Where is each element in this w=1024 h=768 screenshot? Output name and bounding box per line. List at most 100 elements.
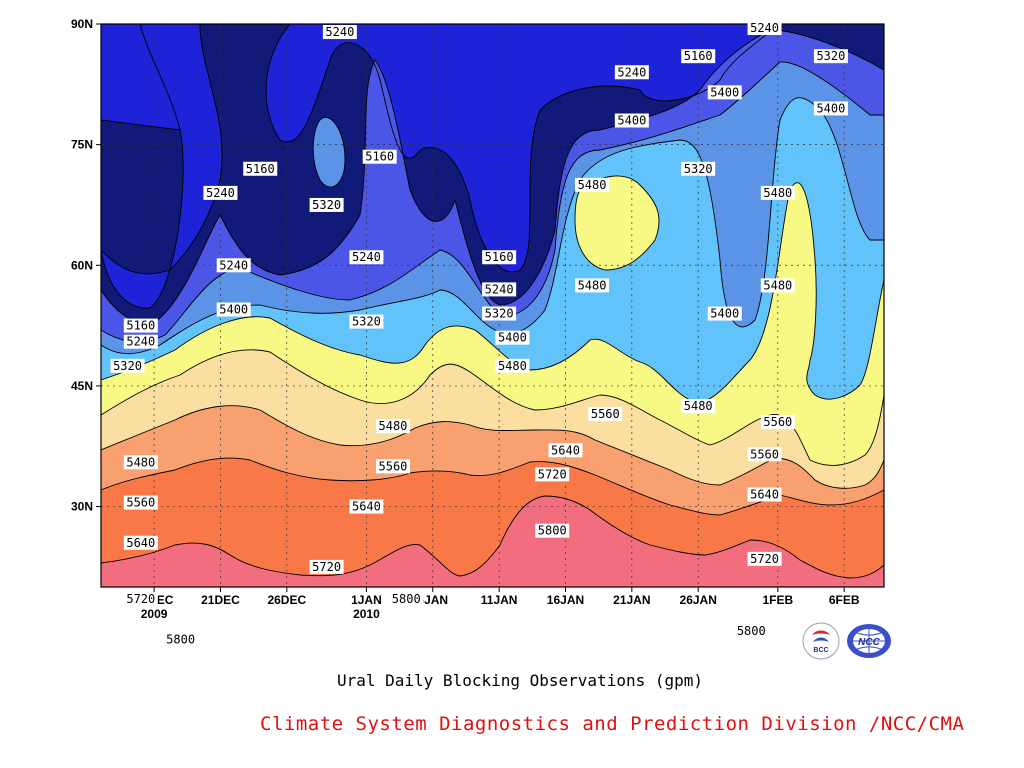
contour-label: 5480 (375, 419, 410, 434)
contour-label-bg (322, 25, 357, 40)
contour-label-text: 5720 (538, 467, 567, 481)
x-tick-label: 21DEC (201, 593, 240, 607)
contour-label-text: 5160 (365, 150, 394, 164)
contour-label-bg (123, 455, 158, 470)
contour-label-text: 5720 (750, 552, 779, 566)
chart-title: Ural Daily Blocking Observations (gpm) (336, 671, 704, 690)
contour-label-text: 5400 (498, 331, 527, 345)
contour-label: 5160 (482, 250, 517, 265)
contour-line (101, 349, 884, 587)
contour-label-text: 5640 (352, 500, 381, 514)
contour-label-bg (123, 592, 158, 607)
contour-label: 5320 (110, 358, 145, 373)
contour-label-bg (243, 161, 278, 176)
contour-label-bg (707, 306, 742, 321)
contour-label-text: 5160 (246, 162, 275, 176)
contour-label-text: 5320 (816, 49, 845, 63)
ncc-logo-mark: NCC (858, 637, 880, 648)
contour-label: 5720 (535, 467, 570, 482)
contour-label: 5240 (123, 334, 158, 349)
contour-label: 5640 (747, 487, 782, 502)
x-tick-label: 11JAN (481, 593, 518, 607)
contour-label-text: 5400 (816, 101, 845, 115)
x-tick-label: 1JAN (351, 593, 382, 607)
contour-line (101, 405, 884, 587)
contour-label-bg (734, 624, 769, 639)
contour-label-text: 5800 (166, 632, 195, 646)
contour-label-bg (760, 185, 795, 200)
contour-label-bg (349, 250, 384, 265)
contour-label: 5320 (349, 314, 384, 329)
contour-label: 5400 (495, 330, 530, 345)
contour-line (101, 495, 884, 587)
contour-label: 5320 (309, 197, 344, 212)
contour-label-text: 5800 (392, 592, 421, 606)
contour-label: 5400 (614, 113, 649, 128)
contour-label: 5560 (375, 459, 410, 474)
contour-label: 5240 (322, 25, 357, 40)
contour-label-text: 5400 (710, 85, 739, 99)
contour-label-text: 5240 (617, 65, 646, 79)
contour-label-bg (375, 459, 410, 474)
x-tick-label: 1FEB (762, 593, 793, 607)
contour-label-text: 5320 (485, 307, 514, 321)
contour-label: 5480 (575, 177, 610, 192)
contour-label-text: 5800 (737, 624, 766, 638)
contour-label-bg (614, 65, 649, 80)
contour-label-bg (349, 314, 384, 329)
contour-label: 5720 (123, 592, 158, 607)
contour-label-bg (575, 177, 610, 192)
contour-label-text: 5320 (312, 198, 341, 212)
contour-label-bg (123, 535, 158, 550)
bcc-logo-mark: BCC (813, 647, 828, 654)
contour-label-bg (681, 49, 716, 64)
y-axis: 90N 75N 60N 45N 30N (71, 17, 101, 514)
contour-label: 5800 (734, 624, 769, 639)
contour-label: 5480 (123, 455, 158, 470)
contour-label-text: 5160 (684, 49, 713, 63)
contour-label-text: 5400 (710, 307, 739, 321)
x-tick-label: 6JAN (417, 593, 448, 607)
contour-label-text: 5480 (763, 186, 792, 200)
contour-label: 5400 (813, 101, 848, 116)
contour-label-text: 5240 (206, 186, 235, 200)
contour-label-text: 5480 (763, 278, 792, 292)
contour-label: 5320 (681, 161, 716, 176)
contour-label-bg (813, 49, 848, 64)
contour-label-bg (707, 85, 742, 100)
contour-label: 5240 (349, 250, 384, 265)
contour-label-bg (309, 559, 344, 574)
contour-label: 5240 (216, 258, 251, 273)
contour-label-bg (349, 499, 384, 514)
contour-label-bg (548, 443, 583, 458)
contour-label: 5400 (707, 306, 742, 321)
contour-label-text: 5160 (485, 250, 514, 264)
contour-line (101, 24, 884, 309)
contour-label-bg (482, 250, 517, 265)
contour-label-text: 5320 (684, 162, 713, 176)
contour-label-bg (588, 407, 623, 422)
contour-label: 5800 (389, 592, 424, 607)
contour-label-bg (575, 278, 610, 293)
contour-label-bg (681, 161, 716, 176)
contour-label-bg (163, 632, 198, 647)
credit-line: Climate System Diagnostics and Predictio… (260, 713, 965, 735)
contour-label-bg (614, 113, 649, 128)
contour-label: 5560 (123, 495, 158, 510)
contour-label-text: 5240 (219, 258, 248, 272)
contour-label-text: 5480 (498, 359, 527, 373)
plot-frame (100, 23, 885, 588)
contour-label: 5800 (535, 523, 570, 538)
y-tick-label: 30N (71, 500, 93, 514)
grid-lines (101, 24, 884, 587)
contour-label-text: 5240 (325, 25, 354, 39)
contour-label-bg (760, 278, 795, 293)
contour-label: 5560 (760, 415, 795, 430)
contour-label-text: 5640 (126, 536, 155, 550)
contour-label-text: 5480 (578, 178, 607, 192)
contour-label: 5320 (813, 49, 848, 64)
contour-label: 5640 (349, 499, 384, 514)
contour-label-bg (535, 523, 570, 538)
x-tick-label: 26JAN (680, 593, 717, 607)
